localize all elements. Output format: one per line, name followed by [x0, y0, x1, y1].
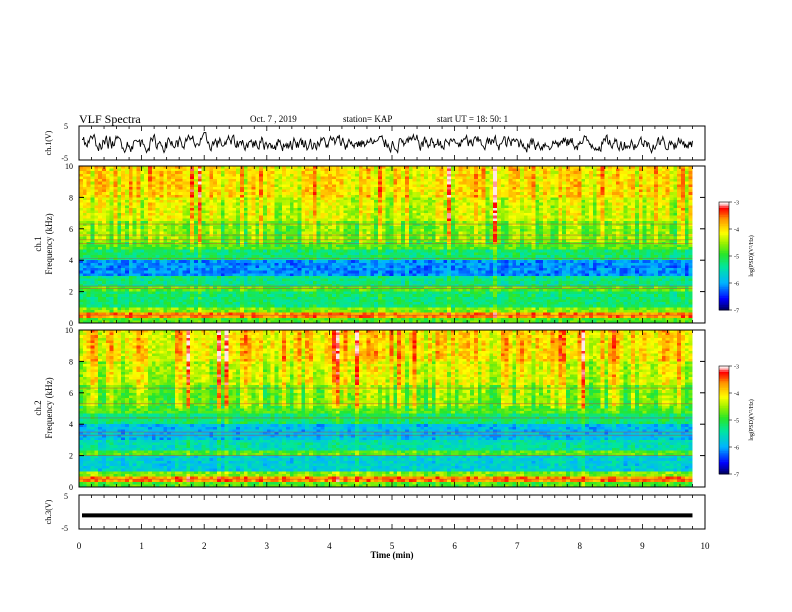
station-label: station= KAP — [343, 114, 393, 124]
ch1-waveform-panel: 5 -5 ch.1(V) — [44, 122, 706, 163]
time-tick-label: 1 — [139, 541, 144, 551]
freq-tick-label: 4 — [69, 420, 73, 429]
time-tick-label: 2 — [202, 541, 207, 551]
colorbar-tick-label: -6 — [734, 446, 739, 452]
colorbar-tick-label: -3 — [734, 365, 739, 371]
ch1-spectrogram-ylabel-freq: Frequency (kHz) — [44, 213, 54, 274]
time-tick-label: 6 — [452, 541, 457, 551]
freq-tick-label: 2 — [69, 452, 73, 461]
colorbar-tick-label: -4 — [734, 228, 739, 234]
ch1-ytick-top: 5 — [64, 122, 68, 131]
colorbar-tick-label: -7 — [734, 309, 739, 315]
ch1-ytick-bottom: -5 — [61, 154, 68, 163]
freq-tick-label: 8 — [69, 193, 73, 202]
colorbar-label: log(PSD)(V²/Hz) — [748, 399, 755, 440]
time-axis: 0 1 2 3 4 5 6 7 8 9 10 — [77, 126, 710, 551]
time-tick-label: 4 — [327, 541, 332, 551]
time-tick-label: 7 — [515, 541, 520, 551]
colorbar-tick-label: -7 — [734, 473, 739, 479]
ch1-waveform-trace — [82, 131, 693, 155]
ch1-colorbar: -3 -4 -5 -6 -7 log(PSD)(V²/Hz) — [718, 201, 755, 315]
freq-tick-label: 10 — [65, 326, 73, 335]
ch3-ytick-bottom: -5 — [61, 524, 68, 533]
colorbar-tick-label: -5 — [734, 255, 739, 261]
ch3-waveform-ylabel: ch.3(V) — [44, 499, 53, 524]
ch3-waveform-panel: 5 -5 ch.3(V) — [44, 492, 706, 533]
time-tick-label: 8 — [578, 541, 583, 551]
freq-tick-label: 2 — [69, 288, 73, 297]
freq-tick-label: 6 — [69, 225, 73, 234]
colorbar-tick-label: -6 — [734, 282, 739, 288]
ch1-waveform-line — [82, 131, 693, 155]
time-axis-label: Time (min) — [370, 550, 413, 560]
ch2-spectrogram-panel: 0 2 4 6 8 10 ch.2 Frequency (kHz) — [33, 326, 706, 492]
ch1-spectrogram-ylabel-ch: ch.1 — [33, 236, 43, 251]
date-label: Oct. 7 , 2019 — [250, 114, 297, 124]
colorbar-tick-label: -5 — [734, 419, 739, 425]
ch2-colorbar: -3 -4 -5 -6 -7 log(PSD)(V²/Hz) — [718, 365, 755, 479]
time-tick-label: 3 — [265, 541, 270, 551]
freq-tick-label: 6 — [69, 389, 73, 398]
ch1-spectrogram-panel: 0 2 4 6 8 10 ch.1 Frequency (kHz) — [33, 162, 706, 328]
freq-tick-label: 4 — [69, 256, 73, 265]
ch1-spectrogram-image — [79, 166, 705, 324]
ch1-waveform-ylabel: ch.1(V) — [44, 130, 53, 155]
time-tick-label: 5 — [390, 541, 395, 551]
time-tick-label: 0 — [77, 541, 82, 551]
ch3-waveform-frame — [78, 494, 706, 530]
figure-title: VLF Spectra — [79, 112, 141, 126]
colorbar-tick-label: -4 — [734, 392, 739, 398]
colorbar-label: log(PSD)(V²/Hz) — [748, 235, 755, 276]
time-tick-label: 10 — [701, 541, 711, 551]
start-time-label: start UT = 18: 50: 1 — [437, 114, 509, 124]
ch3-ytick-top: 5 — [64, 492, 68, 501]
ch2-spectrogram-ylabel-ch: ch.2 — [33, 400, 43, 415]
freq-tick-label: 0 — [69, 483, 73, 492]
freq-tick-label: 0 — [69, 319, 73, 328]
colorbar-tick-label: -3 — [734, 201, 739, 207]
time-tick-label: 9 — [640, 541, 645, 551]
ch2-spectrogram-ylabel-freq: Frequency (kHz) — [44, 377, 54, 438]
freq-tick-label: 10 — [65, 162, 73, 171]
freq-tick-label: 8 — [69, 357, 73, 366]
ch2-spectrogram-image — [79, 330, 705, 488]
